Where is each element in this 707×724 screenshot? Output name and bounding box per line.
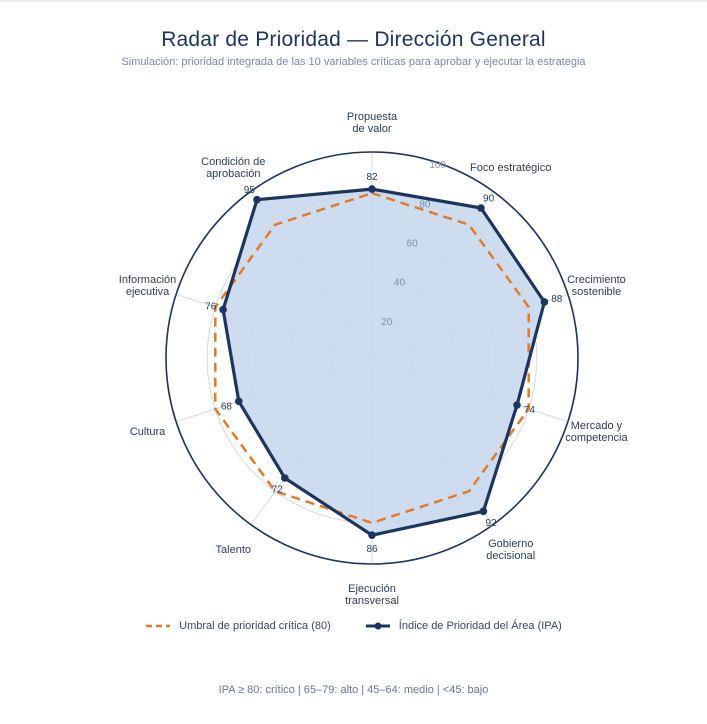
category-label: Propuesta [347, 111, 398, 123]
category-label: de valor [352, 123, 391, 135]
ipa-data-label: 72 [272, 485, 284, 496]
ipa-data-label: 68 [221, 401, 233, 412]
legend-label-ipa: Índice de Prioridad del Área (IPA) [398, 620, 562, 632]
radial-tick-label: 20 [381, 317, 393, 328]
legend-label-threshold: Umbral de prioridad crítica (80) [179, 620, 331, 632]
category-label: Mercado y [571, 420, 623, 432]
outer-ring [165, 151, 579, 565]
category-label: Foco estratégico [470, 162, 551, 174]
ipa-data-label: 74 [524, 405, 536, 416]
ipa-point [234, 397, 243, 406]
ipa-point [281, 474, 289, 482]
ipa-point [479, 507, 488, 516]
category-label: Crecimiento [567, 274, 626, 286]
ipa-data-label: 76 [205, 302, 217, 313]
ipa-area [223, 189, 545, 536]
radial-tick-label: 40 [394, 278, 406, 289]
category-label: Talento [216, 544, 251, 556]
ipa-point [540, 298, 549, 306]
ipa-point [219, 305, 227, 314]
ipa-data-label: 88 [551, 294, 563, 305]
top-rule [0, 0, 707, 2]
priority-scale-note: IPA ≥ 80: crítico | 65–79: alto | 45–64:… [218, 684, 489, 696]
chart-title: Radar de Prioridad — Dirección General [161, 28, 546, 51]
legend-item-ipa[interactable]: Índice de Prioridad del Área (IPA) [365, 620, 562, 632]
ipa-data-label: 90 [483, 193, 495, 204]
category-label: Cultura [130, 426, 166, 438]
category-label: decisional [486, 550, 535, 562]
category-label: competencia [565, 432, 628, 444]
radial-tick-label: 60 [407, 238, 419, 249]
category-label: Información [119, 274, 176, 286]
ipa-point [513, 401, 521, 409]
ipa-data-label: 95 [244, 185, 256, 196]
category-label: sostenible [572, 286, 622, 298]
category-label: Gobierno [488, 538, 533, 550]
category-label: ejecutiva [126, 286, 170, 298]
chart-legend: Umbral de prioridad crítica (80) Índice … [0, 620, 707, 632]
category-label: transversal [345, 595, 399, 607]
threshold-line [214, 191, 530, 525]
category-label: Ejecución [348, 583, 396, 595]
ipa-point [253, 195, 261, 204]
ipa-point [368, 531, 376, 539]
legend-item-threshold[interactable]: Umbral de prioridad crítica (80) [145, 620, 331, 632]
ipa-data-label: 86 [366, 544, 378, 555]
radial-tick-label: 100 [429, 160, 446, 171]
ipa-point [477, 204, 485, 212]
chart-subtitle: Simulación: prioridad integrada de las 1… [121, 56, 586, 68]
category-label: Condición de [201, 156, 265, 168]
ipa-point [368, 185, 376, 193]
ipa-data-label: 92 [485, 518, 497, 529]
ipa-data-label: 82 [366, 172, 378, 183]
category-label: aprobación [206, 168, 260, 180]
radial-tick-label: 80 [419, 199, 431, 210]
legend-swatch-threshold [146, 624, 171, 628]
legend-swatch-ipa [365, 622, 390, 630]
